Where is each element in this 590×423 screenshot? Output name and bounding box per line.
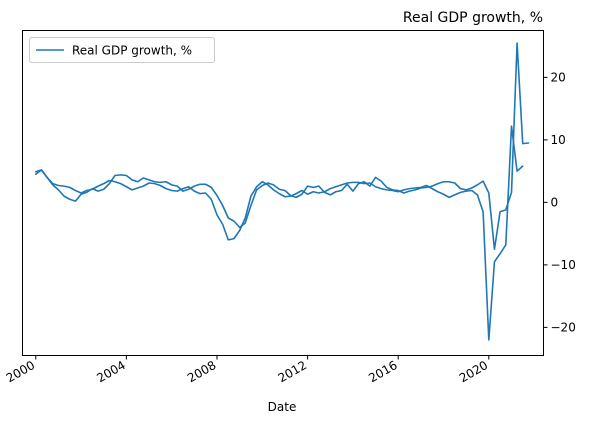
y-tick-label: −20 — [551, 320, 576, 334]
y-tick-label: 0 — [551, 195, 559, 209]
x-axis-label: Date — [268, 400, 297, 414]
legend-label: Real GDP growth, % — [72, 44, 192, 58]
y-axis: 20 10 0 −10 −20 — [543, 70, 576, 334]
chart-title: Real GDP growth, % — [403, 10, 543, 26]
plot-frame — [22, 30, 544, 356]
series-line-0 — [34, 42, 530, 251]
y-tick-label: 10 — [551, 133, 566, 147]
legend: Real GDP growth, % — [29, 37, 215, 63]
y-tick-label: −10 — [551, 258, 576, 272]
series-line-1 — [34, 125, 524, 341]
series-layer — [34, 42, 530, 341]
y-tick-label: 20 — [551, 70, 566, 84]
legend-box — [29, 37, 215, 63]
